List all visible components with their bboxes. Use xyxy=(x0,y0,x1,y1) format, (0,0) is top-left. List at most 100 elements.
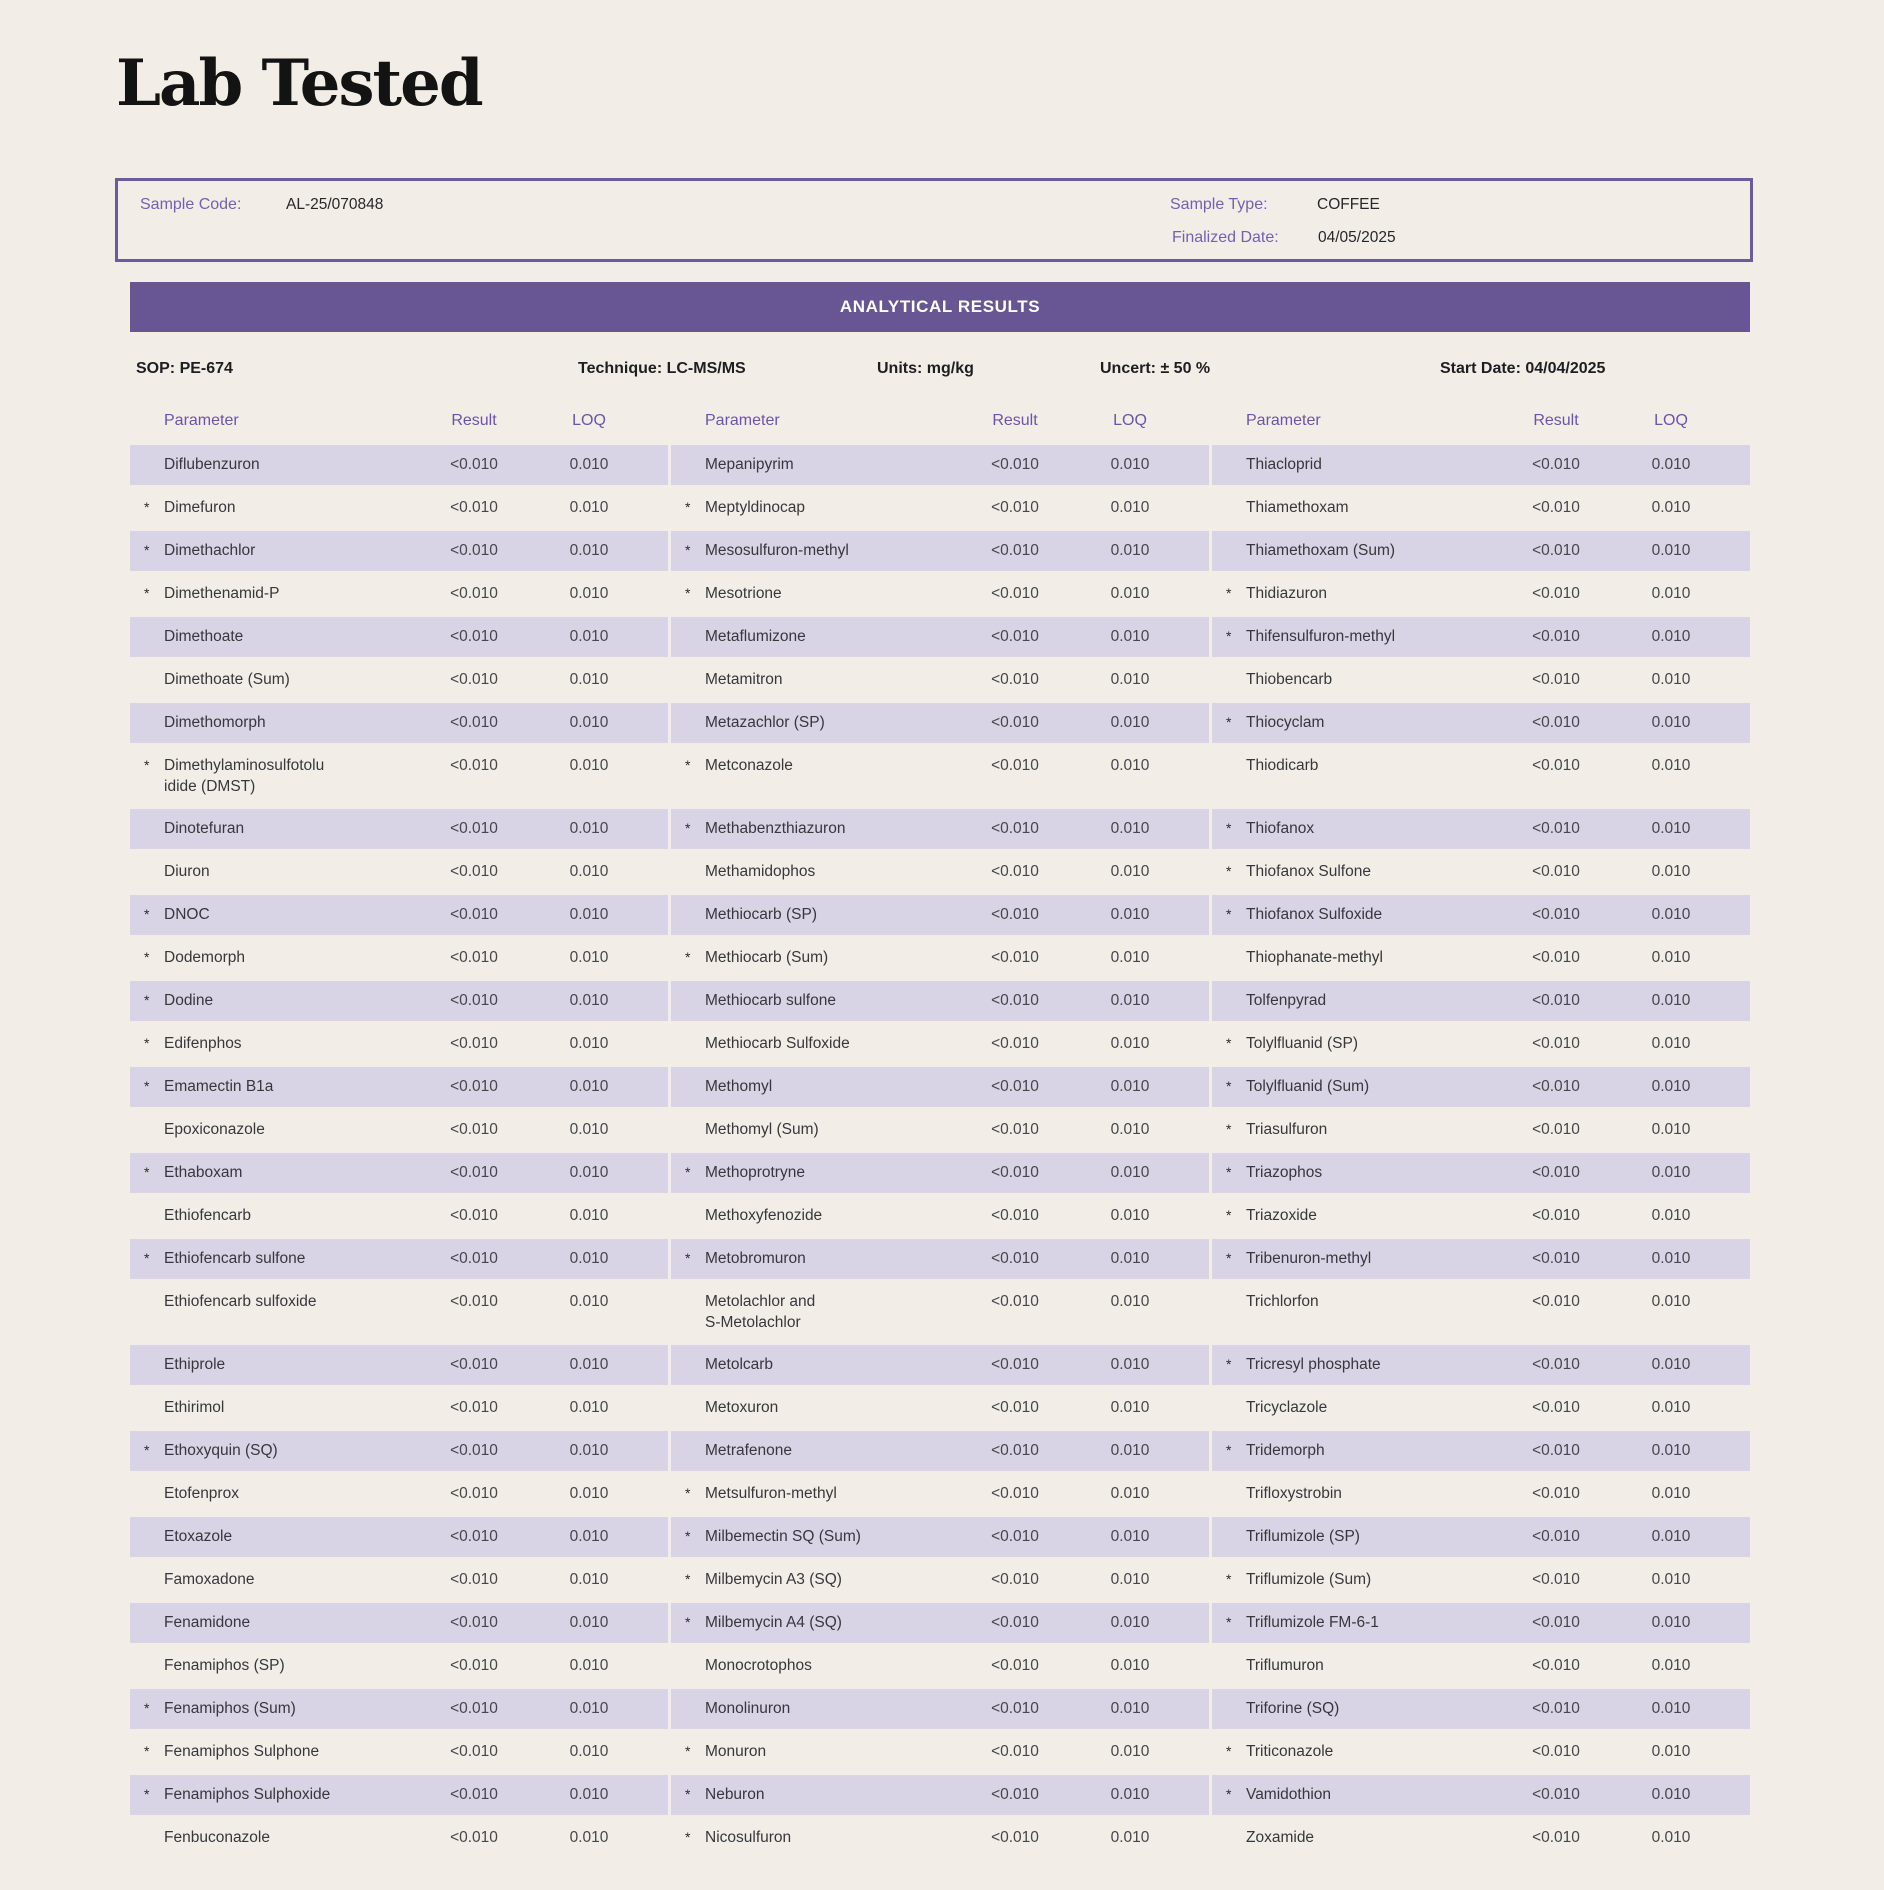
table-row: * Dodine <0.010 0.010 Methiocarb sulfone <0.0… xyxy=(130,981,1750,1021)
result-value: <0.010 xyxy=(991,1356,1039,1373)
loq-value: 0.010 xyxy=(569,757,609,774)
parameter-name: Neburon xyxy=(705,1786,765,1803)
result-value: <0.010 xyxy=(991,499,1039,516)
finalized-date-value: 04/05/2025 xyxy=(1318,229,1396,246)
loq-value: 0.010 xyxy=(1651,1293,1691,1310)
result-row-group: * Edifenphos <0.010 0.010 xyxy=(130,1024,668,1064)
loq-value: 0.010 xyxy=(569,949,609,966)
result-value: <0.010 xyxy=(1532,863,1580,880)
result-row-group: * Tricresyl phosphate <0.010 0.010 xyxy=(1212,1345,1750,1385)
parameter-name: Milbemectin SQ (Sum) xyxy=(705,1528,861,1545)
loq-value: 0.010 xyxy=(1651,1743,1691,1760)
parameter-name: Dimethachlor xyxy=(164,542,256,559)
result-value: <0.010 xyxy=(1532,1657,1580,1674)
table-row: Fenbuconazole <0.010 0.010 * Nicosulfuron <0.… xyxy=(130,1818,1750,1858)
result-value: <0.010 xyxy=(450,992,498,1009)
result-value: <0.010 xyxy=(991,949,1039,966)
result-row-group: * Fenamiphos Sulphone <0.010 0.010 xyxy=(130,1732,668,1772)
parameter-name: Vamidothion xyxy=(1246,1786,1332,1803)
result-row-group: * Mesosulfuron-methyl <0.010 0.010 xyxy=(671,531,1209,571)
result-value: <0.010 xyxy=(991,820,1039,837)
result-row-group: * Dodemorph <0.010 0.010 xyxy=(130,938,668,978)
loq-value: 0.010 xyxy=(1110,542,1150,559)
parameter-name: Tolfenpyrad xyxy=(1246,992,1327,1009)
result-value: <0.010 xyxy=(991,1078,1039,1095)
result-value: <0.010 xyxy=(450,542,498,559)
parameter-name: Trifloxystrobin xyxy=(1246,1485,1342,1502)
result-value: <0.010 xyxy=(991,1528,1039,1545)
loq-value: 0.010 xyxy=(1651,1657,1691,1674)
loq-value: 0.010 xyxy=(1110,499,1150,516)
result-row-group: * Monuron <0.010 0.010 xyxy=(671,1732,1209,1772)
parameter-name: Fenamiphos (SP) xyxy=(164,1657,285,1674)
table-row: Fenamidone <0.010 0.010 * Milbemycin A4 (SQ)… xyxy=(130,1603,1750,1643)
result-column-header: Result xyxy=(992,412,1038,429)
parameter-name: Dinotefuran xyxy=(164,820,245,837)
loq-value: 0.010 xyxy=(1651,585,1691,602)
result-row-group: Methoxyfenozide <0.010 0.010 xyxy=(671,1196,1209,1236)
loq-value: 0.010 xyxy=(1110,456,1150,473)
footnote-asterisk: * xyxy=(144,1442,150,1458)
result-row-group: Ethiprole <0.010 0.010 xyxy=(130,1345,668,1385)
parameter-name: Tribenuron-methyl xyxy=(1246,1250,1372,1267)
footnote-asterisk: * xyxy=(685,1829,691,1845)
loq-value: 0.010 xyxy=(1651,906,1691,923)
result-value: <0.010 xyxy=(991,628,1039,645)
result-value: <0.010 xyxy=(1532,1485,1580,1502)
result-row-group: Methiocarb (SP) <0.010 0.010 xyxy=(671,895,1209,935)
parameter-name: Metconazole xyxy=(705,757,793,774)
result-value: <0.010 xyxy=(991,1829,1039,1846)
parameter-name: Monocrotophos xyxy=(705,1657,812,1674)
result-value: <0.010 xyxy=(1532,628,1580,645)
footnote-asterisk: * xyxy=(685,542,691,558)
parameter-name: Thiacloprid xyxy=(1246,456,1322,473)
loq-value: 0.010 xyxy=(1651,1829,1691,1846)
header-group-3: Parameter Result LOQ xyxy=(1212,408,1750,445)
result-row-group: Monolinuron <0.010 0.010 xyxy=(671,1689,1209,1729)
footnote-asterisk: * xyxy=(685,1614,691,1630)
loq-value: 0.010 xyxy=(1110,1614,1150,1631)
footnote-asterisk: * xyxy=(144,757,150,773)
parameter-name: Triflumizole (Sum) xyxy=(1246,1571,1372,1588)
result-row-group: * Milbemycin A3 (SQ) <0.010 0.010 xyxy=(671,1560,1209,1600)
loq-value: 0.010 xyxy=(1110,1250,1150,1267)
loq-value: 0.010 xyxy=(1110,628,1150,645)
result-value: <0.010 xyxy=(450,863,498,880)
result-value: <0.010 xyxy=(450,1743,498,1760)
parameter-name: Diuron xyxy=(164,863,210,880)
result-row-group: * Mesotrione <0.010 0.010 xyxy=(671,574,1209,614)
parameter-name: Fenamiphos (Sum) xyxy=(164,1700,296,1717)
parameter-name: Dodine xyxy=(164,992,214,1009)
result-row-group: Tolfenpyrad <0.010 0.010 xyxy=(1212,981,1750,1021)
loq-value: 0.010 xyxy=(1651,863,1691,880)
sample-code-value: AL-25/070848 xyxy=(286,196,384,213)
result-value: <0.010 xyxy=(450,1078,498,1095)
result-value: <0.010 xyxy=(1532,585,1580,602)
loq-value: 0.010 xyxy=(1651,1250,1691,1267)
parameter-name: Dimethoate (Sum) xyxy=(164,671,290,688)
footnote-asterisk: * xyxy=(144,949,150,965)
result-value: <0.010 xyxy=(991,1035,1039,1052)
parameter-name: Methomyl (Sum) xyxy=(705,1121,819,1138)
parameter-name: Ethiofencarb xyxy=(164,1207,252,1224)
result-row-group: * Triflumizole FM-6-1 <0.010 0.010 xyxy=(1212,1603,1750,1643)
table-row: * Emamectin B1a <0.010 0.010 Methomyl <0.010 0… xyxy=(130,1067,1750,1107)
result-row-group: * Vamidothion <0.010 0.010 xyxy=(1212,1775,1750,1815)
result-value: <0.010 xyxy=(1532,499,1580,516)
result-row-group: * Triazophos <0.010 0.010 xyxy=(1212,1153,1750,1193)
result-value: <0.010 xyxy=(450,1250,498,1267)
result-row-group: * Emamectin B1a <0.010 0.010 xyxy=(130,1067,668,1107)
result-value: <0.010 xyxy=(450,1485,498,1502)
loq-value: 0.010 xyxy=(1110,992,1150,1009)
loq-value: 0.010 xyxy=(1110,1356,1150,1373)
table-header-row: Parameter Result LOQ Parameter Result LO… xyxy=(130,408,1750,445)
footnote-asterisk: * xyxy=(685,1164,691,1180)
loq-value: 0.010 xyxy=(1110,1078,1150,1095)
result-value: <0.010 xyxy=(450,1528,498,1545)
parameter-name: Dimefuron xyxy=(164,499,236,516)
parameter-name: Metrafenone xyxy=(705,1442,793,1459)
result-row-group: * Thidiazuron <0.010 0.010 xyxy=(1212,574,1750,614)
footnote-asterisk: * xyxy=(1226,1614,1232,1630)
result-row-group: * Triasulfuron <0.010 0.010 xyxy=(1212,1110,1750,1150)
